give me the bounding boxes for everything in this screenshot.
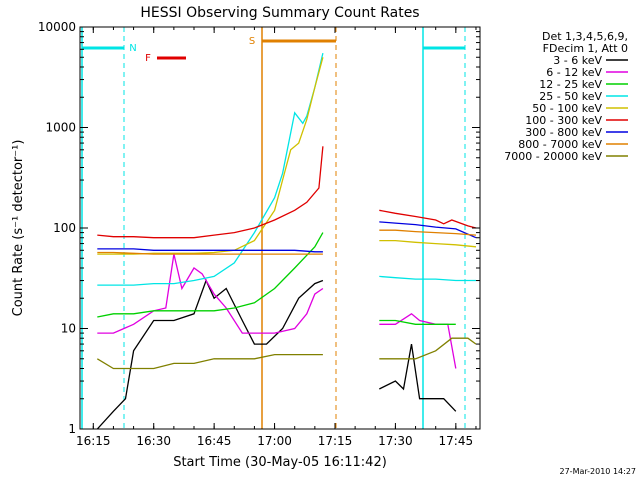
series-line [379,275,476,282]
series-line [97,251,323,255]
x-tick-label: 16:30 [136,434,171,448]
legend-entry-label: 12 - 25 keV [539,78,602,91]
legend-header-line-2: FDecim 1, Att 0 [543,42,628,55]
legend-header-line-1: Det 1,3,4,5,6,9, [542,30,628,43]
series-line [379,229,477,236]
series-line [96,278,324,429]
series-line [379,209,477,229]
series-line [97,253,324,334]
footer-date: 27-Mar-2010 14:27 [560,467,637,476]
series-line [96,353,323,370]
x-tick-label: 16:15 [76,434,111,448]
y-axis-label: Count Rate (s⁻¹ detector⁻¹) [11,140,26,317]
legend: Det 1,3,4,5,6,9, FDecim 1, Att 0 3 - 6 k… [504,30,628,163]
y-axis: 1 10 100 1000 10000 [38,20,480,436]
y-tick-label: 10000 [38,20,76,34]
x-tick-label: 17:30 [378,434,413,448]
x-axis: 16:15 16:30 16:45 17:00 17:15 17:30 17:45 [76,27,477,448]
series-line [379,319,456,325]
legend-entry-label: 25 - 50 keV [539,90,602,103]
night-flag-label: N [129,43,136,54]
series-line [97,52,324,286]
legend-entry-label: 6 - 12 keV [546,66,602,79]
saa-flag-label: S [249,36,255,47]
y-tick-label: 10 [61,322,76,336]
y-tick-label: 1000 [45,121,76,135]
x-axis-label: Start Time (30-May-05 16:11:42) [173,455,387,470]
series-line [379,337,477,360]
series-line [97,232,324,318]
x-tick-label: 16:45 [197,434,232,448]
series-line [379,343,457,412]
legend-entry-label: 300 - 800 keV [525,126,602,139]
legend-entry-label: 800 - 7000 keV [518,138,602,151]
x-tick-label: 17:45 [439,434,474,448]
y-tick-label: 1 [68,422,76,436]
series-line [97,146,324,239]
y-tick-label: 100 [53,221,76,235]
chart-title: HESSI Observing Summary Count Rates [140,5,419,21]
x-tick-label: 17:15 [318,434,353,448]
legend-entry-label: 100 - 300 keV [525,114,602,127]
legend-entry-label: 7000 - 20000 keV [504,150,602,163]
x-tick-label: 17:00 [257,434,292,448]
series-line [97,248,323,253]
legend-entry-label: 3 - 6 keV [553,54,602,67]
legend-entry-label: 50 - 100 keV [532,102,602,115]
flare-flag-label: F [145,53,151,64]
series-line [379,239,477,248]
series-line [379,221,477,239]
